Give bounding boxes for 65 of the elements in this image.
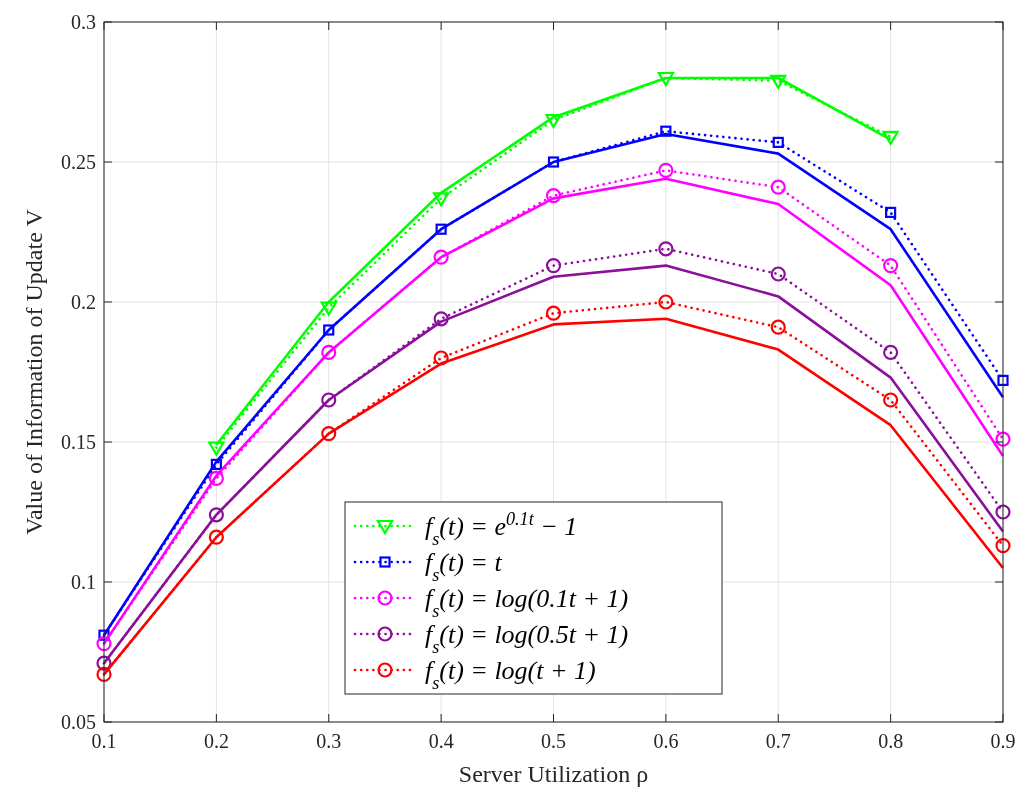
- x-tick-label: 0.9: [990, 730, 1016, 752]
- point: [658, 241, 674, 257]
- point: [208, 507, 224, 523]
- x-axis-title: Server Utilization ρ: [458, 761, 649, 787]
- point: [545, 188, 562, 204]
- point: [433, 192, 450, 207]
- point: [96, 655, 112, 671]
- point: [995, 538, 1011, 554]
- point: [433, 350, 449, 366]
- x-tick-label: 0.8: [878, 730, 904, 752]
- point: [210, 458, 222, 470]
- point: [883, 344, 899, 360]
- point: [885, 206, 897, 218]
- y-tick-label: 0.25: [61, 151, 96, 173]
- point: [770, 266, 786, 282]
- point: [545, 113, 562, 129]
- point: [657, 71, 674, 87]
- point: [995, 504, 1011, 520]
- point: [770, 74, 787, 89]
- point: [98, 629, 110, 641]
- point: [883, 392, 899, 408]
- point: [997, 374, 1009, 386]
- point: [208, 529, 224, 545]
- point: [96, 666, 112, 682]
- point: [435, 223, 447, 235]
- x-tick-label: 0.5: [541, 730, 566, 752]
- point: [96, 636, 112, 652]
- legend-label: f$_{s}$(t) = t: [425, 548, 503, 585]
- x-tick-label: 0.7: [765, 730, 791, 752]
- legend-label: f$_{s}$(t) = e$^{0.1t}$ − 1: [425, 509, 578, 549]
- legend-label: f$_{s}$(t) = log(t + 1): [425, 656, 596, 693]
- point: [208, 441, 225, 456]
- y-tick-label: 0.2: [71, 291, 96, 313]
- point: [770, 319, 786, 335]
- point: [321, 426, 337, 442]
- y-tick-label: 0.05: [61, 711, 96, 733]
- point: [433, 249, 449, 265]
- x-tick-label: 0.2: [203, 730, 229, 752]
- y-tick-label: 0.3: [71, 11, 96, 33]
- point: [545, 258, 562, 274]
- x-tick-label: 0.6: [653, 730, 679, 752]
- y-tick-label: 0.1: [71, 571, 96, 593]
- point: [320, 301, 337, 316]
- point: [208, 470, 224, 486]
- point: [995, 431, 1011, 447]
- point: [321, 392, 337, 408]
- x-tick-label: 0.3: [316, 730, 342, 752]
- point: [882, 130, 899, 145]
- point: [545, 305, 562, 321]
- point: [433, 311, 449, 327]
- point: [547, 156, 560, 168]
- x-tick-label: 0.1: [91, 730, 117, 752]
- y-axis-title: Value of Information of Update V: [21, 208, 47, 535]
- point: [770, 179, 786, 195]
- point: [323, 324, 335, 336]
- y-tick-label: 0.15: [61, 431, 96, 453]
- legend-label: f$_{s}$(t) = log(0.5t + 1): [425, 620, 629, 657]
- point: [321, 344, 337, 360]
- point: [658, 162, 674, 178]
- point: [883, 258, 899, 274]
- point: [660, 125, 672, 137]
- legend-label: f$_{s}$(t) = log(0.1t + 1): [425, 584, 629, 621]
- point: [658, 294, 674, 310]
- x-tick-label: 0.4: [428, 730, 454, 752]
- point: [772, 136, 784, 148]
